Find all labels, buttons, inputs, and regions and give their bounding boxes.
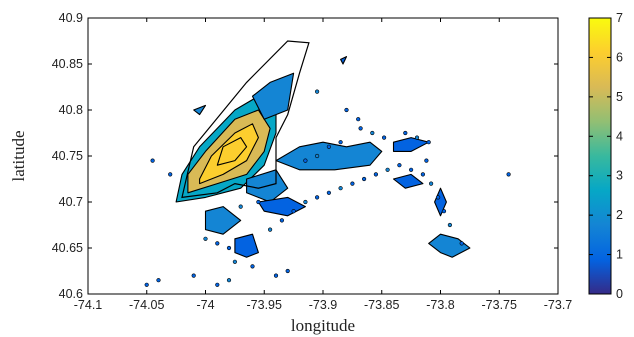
density-speck [424,158,429,163]
density-speck [156,278,161,283]
contour-region [216,137,248,166]
density-speck [420,172,426,177]
density-speck [370,130,375,136]
density-speck [382,135,387,140]
density-speck [238,204,243,209]
density-speck [326,144,332,149]
colorbar-tick-label: 3 [616,169,623,183]
colorbar-tick-label: 0 [616,287,623,301]
density-speck [350,181,355,186]
contour-region [193,104,207,116]
contour-region [392,173,424,189]
density-speck [303,199,308,205]
density-speck [279,218,285,223]
density-speck [385,167,390,172]
y-tick-label: 40.65 [52,241,83,255]
density-speck [344,107,349,113]
density-speck [356,117,361,122]
density-speck [338,186,343,191]
x-tick-label: -73.9 [309,298,338,312]
y-tick-label: 40.8 [59,103,83,117]
density-speck [441,209,447,214]
contour-region [234,233,259,258]
density-speck [256,199,261,205]
density-speck [226,278,232,283]
contour-region [392,137,430,152]
density-speck [203,236,208,241]
density-speck [426,140,431,145]
y-tick-label: 40.75 [52,149,83,163]
density-speck [436,195,441,200]
contour-region [275,141,383,171]
colorbar-tick-label: 6 [616,50,623,64]
x-tick-label: -73.8 [426,298,455,312]
x-axis-label: longitude [291,316,355,335]
colorbar-tick-label: 1 [616,248,623,262]
contour-region [340,56,348,65]
density-speck [459,241,464,246]
plot-content [144,40,511,287]
density-speck [397,163,402,168]
y-tick-label: 40.85 [52,57,83,71]
density-speck [273,273,279,278]
density-speck [150,158,155,163]
density-speck [285,268,290,274]
x-axis: -74.1 -74.05 -74 -73.95 -73.9 -73.85 -73.8 -73.… [74,18,573,312]
y-tick-label: 40.9 [59,11,83,25]
density-speck [268,227,273,232]
region-outline [181,40,310,199]
y-tick-label: 40.6 [59,287,83,301]
density-speck [315,89,320,94]
density-speck [429,181,434,186]
colorbar-tick-label: 7 [616,11,623,25]
density-speck [232,259,237,264]
density-speck [403,130,408,136]
density-speck [215,282,220,287]
density-speck [362,176,367,182]
density-speck [315,195,320,200]
contour-region [428,233,471,258]
density-speck [226,245,232,251]
colorbar-ticks: 0 1 2 3 4 5 6 7 [589,11,623,301]
colorbar-tick-label: 5 [616,90,623,104]
contour-region [204,206,242,235]
density-speck [315,153,320,159]
density-speck [144,282,149,287]
y-tick-label: 40.7 [59,195,83,209]
density-speck [338,140,343,145]
density-speck [291,209,296,214]
density-speck [409,167,414,172]
colorbar-tick-label: 2 [616,208,623,222]
density-speck [168,172,173,177]
x-tick-label: -74 [196,298,214,312]
x-tick-label: -73.95 [247,298,282,312]
y-axis: 40.6 40.65 40.7 40.75 40.8 40.85 40.9 [52,11,558,301]
density-speck [191,273,196,278]
density-speck [215,241,220,246]
x-tick-label: -73.75 [482,298,517,312]
colorbar [588,17,612,295]
colorbar-tick-label: 4 [616,129,623,143]
density-speck [373,172,379,177]
x-tick-label: -73.7 [544,298,573,312]
density-speck [326,190,332,195]
x-tick-label: -74.05 [129,298,164,312]
x-tick-label: -73.85 [364,298,399,312]
density-speck [358,126,363,131]
density-speck [303,158,308,163]
contour-region [251,72,295,120]
density-speck [447,222,453,228]
density-speck [506,172,511,177]
x-tick-label: -74.1 [74,298,103,312]
density-speck [250,264,255,269]
y-axis-label: latitude [9,131,28,182]
density-speck [414,135,420,140]
